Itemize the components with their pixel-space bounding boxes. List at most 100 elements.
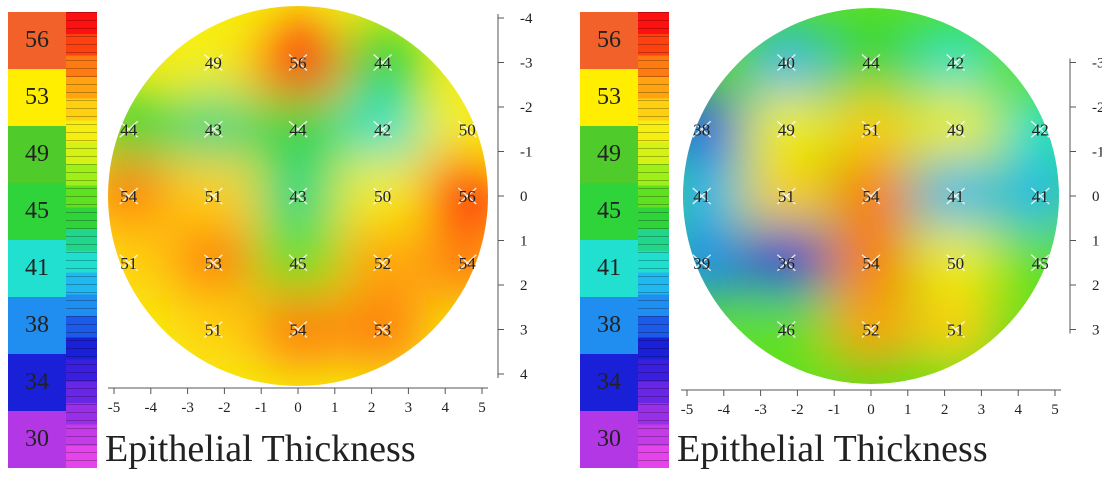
left-map-panel: 56 53 49 45 41 38 34 30 49 56 44 44 43 44 42 50 54 51 43 5… xyxy=(8,6,533,468)
scale-label-30: 30 xyxy=(580,411,638,468)
point-value-label: 50 xyxy=(947,254,964,273)
measurement-point: 53 xyxy=(373,321,393,340)
point-value-label: 36 xyxy=(778,254,795,273)
x-tick-label: -3 xyxy=(754,402,767,418)
x-tick-label: -4 xyxy=(718,402,731,418)
point-value-label: 49 xyxy=(778,120,795,139)
point-value-label: 45 xyxy=(1032,254,1049,273)
measurement-point: 54 xyxy=(861,254,881,273)
point-value-label: 41 xyxy=(947,187,964,206)
y-tick-label: -3 xyxy=(520,56,533,72)
measurement-point: 54 xyxy=(288,321,308,340)
y-tick-label: 3 xyxy=(520,323,528,339)
measurement-point: 56 xyxy=(288,54,308,73)
measurement-point: 38 xyxy=(692,120,712,139)
point-value-label: 42 xyxy=(374,120,391,139)
point-value-label: 53 xyxy=(374,321,391,340)
x-tick-label: -1 xyxy=(255,400,268,416)
x-tick-label: 2 xyxy=(368,400,376,416)
point-value-label: 56 xyxy=(290,54,307,73)
measurement-point: 51 xyxy=(776,187,796,206)
y-tick-label: -2 xyxy=(1092,100,1102,116)
x-tick-label: -2 xyxy=(218,400,231,416)
measurement-point: 44 xyxy=(861,54,881,73)
x-tick-label: -3 xyxy=(181,400,194,416)
y-axis: -4 -3 -2 -1 0 1 2 3 4 xyxy=(497,11,533,383)
y-tick-label: -1 xyxy=(520,145,533,161)
x-tick-label: -5 xyxy=(681,402,694,418)
measurement-point: 50 xyxy=(373,187,393,206)
y-tick-label: 0 xyxy=(1092,189,1100,205)
scale-label-45: 45 xyxy=(8,183,66,240)
scale-label-56: 56 xyxy=(580,12,638,69)
y-axis: -3 -2 -1 0 1 2 3 xyxy=(1069,56,1102,339)
measurement-point: 42 xyxy=(946,54,966,73)
point-value-label: 51 xyxy=(120,254,137,273)
point-value-label: 49 xyxy=(947,120,964,139)
point-value-label: 43 xyxy=(205,120,222,139)
measurement-point: 49 xyxy=(946,120,966,139)
x-tick-label: 0 xyxy=(867,402,875,418)
y-tick-label: 1 xyxy=(520,234,528,250)
x-axis: -5 -4 -3 -2 -1 0 1 2 3 4 5 xyxy=(108,387,488,416)
scale-label-41: 41 xyxy=(580,240,638,297)
point-value-label: 49 xyxy=(205,54,222,73)
x-tick-label: 3 xyxy=(978,402,986,418)
point-value-label: 52 xyxy=(863,321,880,340)
point-value-label: 51 xyxy=(205,187,222,206)
point-value-label: 40 xyxy=(778,54,795,73)
measurement-point: 52 xyxy=(373,254,393,273)
x-tick-label: 1 xyxy=(904,402,912,418)
x-tick-label: -2 xyxy=(791,402,804,418)
measurement-point: 53 xyxy=(203,254,223,273)
measurement-point: 44 xyxy=(288,120,308,139)
measurement-point: 42 xyxy=(373,120,393,139)
measurement-point: 51 xyxy=(946,321,966,340)
measurement-point: 45 xyxy=(1030,254,1050,273)
measurement-point: 51 xyxy=(203,187,223,206)
point-value-label: 54 xyxy=(863,187,881,206)
x-tick-label: 3 xyxy=(405,400,413,416)
point-value-label: 45 xyxy=(290,254,307,273)
point-value-label: 44 xyxy=(863,54,881,73)
point-value-label: 52 xyxy=(374,254,391,273)
point-value-label: 39 xyxy=(693,254,710,273)
measurement-point: 43 xyxy=(203,120,223,139)
point-value-label: 51 xyxy=(947,321,964,340)
point-value-label: 46 xyxy=(778,321,795,340)
x-tick-label: 4 xyxy=(1014,402,1022,418)
x-tick-label: -5 xyxy=(108,400,121,416)
x-tick-label: -4 xyxy=(145,400,158,416)
x-tick-label: 2 xyxy=(941,402,949,418)
measurement-point: 51 xyxy=(861,120,881,139)
y-tick-label: 2 xyxy=(1092,278,1100,294)
measurement-point: 39 xyxy=(692,254,712,273)
x-tick-label: -1 xyxy=(828,402,841,418)
x-tick-label: 5 xyxy=(478,400,486,416)
point-value-label: 44 xyxy=(374,54,392,73)
measurement-point: 54 xyxy=(119,187,139,206)
x-tick-label: 5 xyxy=(1051,402,1059,418)
point-value-label: 53 xyxy=(205,254,222,273)
measurement-point: 44 xyxy=(119,120,139,139)
measurement-point: 50 xyxy=(457,120,477,139)
scale-label-38: 38 xyxy=(8,297,66,354)
x-axis: -5 -4 -3 -2 -1 0 1 2 3 4 5 xyxy=(681,389,1061,418)
measurement-point: 51 xyxy=(203,321,223,340)
scale-label-34: 34 xyxy=(8,354,66,411)
point-value-label: 43 xyxy=(290,187,307,206)
point-value-label: 56 xyxy=(459,187,476,206)
measurement-point: 49 xyxy=(203,54,223,73)
measurement-point: 36 xyxy=(776,254,796,273)
point-value-label: 51 xyxy=(205,321,222,340)
color-scale-labels: 56 53 49 45 41 38 34 30 xyxy=(580,12,638,468)
y-tick-label: 1 xyxy=(1092,234,1100,250)
measurement-point: 45 xyxy=(288,254,308,273)
measurement-point: 50 xyxy=(946,254,966,273)
y-tick-label: 0 xyxy=(520,189,528,205)
y-tick-label: -3 xyxy=(1092,56,1102,72)
measurement-point: 56 xyxy=(457,187,477,206)
scale-label-34: 34 xyxy=(580,354,638,411)
